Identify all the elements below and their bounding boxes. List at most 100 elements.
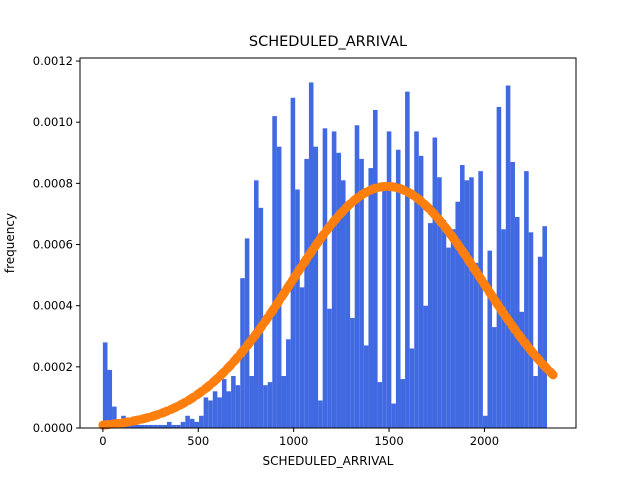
histogram-bar	[244, 238, 250, 428]
histogram-bar	[221, 379, 227, 428]
histogram-bar	[299, 287, 305, 428]
histogram-bar	[327, 308, 332, 428]
histogram-bar	[373, 109, 378, 428]
histogram-bar	[340, 180, 346, 428]
histogram-bar	[464, 180, 470, 428]
histogram-bar	[510, 161, 515, 428]
histogram-bar	[336, 152, 341, 429]
histogram-bar	[189, 418, 195, 428]
histogram-bar	[414, 131, 419, 428]
histogram-bar	[519, 311, 525, 428]
histogram-bar	[304, 158, 309, 428]
histogram-bar	[180, 421, 186, 428]
y-tick-label: 0.0008	[33, 176, 73, 190]
histogram-bar	[249, 376, 254, 428]
histogram-bar	[377, 382, 383, 428]
x-tick-label: 2000	[470, 434, 499, 448]
y-axis: 0.0000 0.0002 0.0004 0.0006 0.0008 0.0010 0.00…	[33, 54, 80, 435]
histogram-bar	[350, 317, 355, 428]
histogram-bar	[258, 207, 264, 428]
histogram-bar	[501, 229, 506, 428]
y-axis-label: frequency	[3, 212, 17, 274]
histogram-bar	[441, 220, 447, 428]
histogram-bar	[537, 256, 543, 428]
density-curve	[98, 181, 558, 430]
histogram-bar	[107, 369, 113, 428]
histogram-bar	[176, 424, 181, 428]
histogram-bar	[469, 177, 474, 428]
x-tick-label: 1000	[279, 434, 308, 448]
histogram-bar	[171, 424, 177, 428]
histogram-bar	[226, 391, 232, 428]
histogram-bar	[400, 379, 406, 428]
y-tick-label: 0.0010	[33, 115, 73, 129]
histogram-bar	[460, 165, 465, 428]
histogram-bar	[478, 171, 483, 428]
y-tick-label: 0.0000	[33, 421, 73, 435]
histogram-bar	[331, 131, 337, 428]
histogram-bar	[162, 424, 167, 428]
histogram-bar	[487, 250, 493, 428]
histogram-bar	[235, 385, 241, 428]
x-axis: 0 500 1000 1500 2000	[99, 428, 499, 448]
histogram-bar	[450, 229, 456, 428]
histogram-bar	[253, 180, 259, 428]
y-tick-label: 0.0002	[33, 360, 73, 374]
histogram-bar	[533, 376, 538, 428]
histogram-bar	[427, 223, 433, 428]
histogram-bar	[391, 403, 396, 428]
histogram-bar	[354, 125, 360, 429]
histogram-bar	[386, 131, 392, 428]
histogram-bar	[102, 342, 108, 428]
histogram-bar	[139, 424, 145, 428]
histogram-bar	[263, 385, 268, 428]
histogram-bar	[542, 226, 547, 428]
x-tick-label: 0	[99, 434, 106, 448]
histogram-bar	[473, 262, 479, 428]
y-tick-label: 0.0012	[33, 54, 73, 68]
histogram-bar	[148, 424, 154, 428]
histogram-bar	[524, 171, 529, 428]
histogram-bar	[318, 400, 323, 428]
histogram-bar	[492, 327, 497, 428]
x-tick-label: 1500	[374, 434, 403, 448]
histogram-bar	[272, 116, 277, 428]
histogram-bar	[418, 155, 424, 428]
histogram-bar	[199, 415, 204, 428]
histogram-bars	[102, 82, 547, 429]
histogram-bar	[212, 391, 218, 428]
histogram-bar	[290, 97, 296, 428]
histogram-bar	[134, 424, 140, 428]
histogram-bar	[185, 415, 190, 428]
histogram-bar	[194, 421, 200, 428]
histogram-bar	[267, 382, 273, 428]
histogram-bar	[437, 177, 442, 428]
histogram-bar	[157, 424, 163, 428]
histogram-bar	[409, 348, 415, 428]
histogram-bar	[203, 397, 209, 428]
histogram-bar	[144, 424, 149, 428]
x-tick-label: 500	[187, 434, 209, 448]
histogram-bar	[281, 376, 287, 428]
histogram-bar	[496, 106, 502, 429]
histogram-bar	[313, 146, 319, 428]
histogram-bar	[166, 421, 172, 428]
histogram-bar	[286, 339, 291, 428]
y-tick-label: 0.0004	[33, 299, 73, 313]
histogram-bar	[528, 232, 534, 428]
density-curve-line	[98, 181, 558, 430]
histogram-bar	[208, 400, 213, 428]
histogram-bar	[368, 168, 374, 428]
histogram-bar	[514, 217, 520, 428]
histogram-bar	[276, 146, 282, 428]
histogram-bar	[455, 201, 461, 428]
histogram-bar	[345, 204, 351, 428]
histogram-bar	[405, 91, 410, 428]
histogram-bar	[153, 424, 158, 428]
chart-title: SCHEDULED_ARRIVAL	[248, 34, 408, 50]
y-tick-label: 0.0006	[33, 238, 73, 252]
histogram-bar	[423, 305, 428, 428]
x-axis-label: SCHEDULED_ARRIVAL	[262, 454, 394, 468]
